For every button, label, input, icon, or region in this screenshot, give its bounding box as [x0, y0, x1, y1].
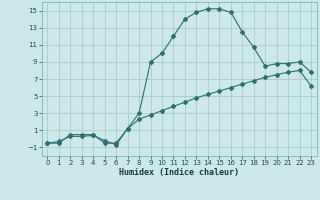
X-axis label: Humidex (Indice chaleur): Humidex (Indice chaleur) — [119, 168, 239, 177]
